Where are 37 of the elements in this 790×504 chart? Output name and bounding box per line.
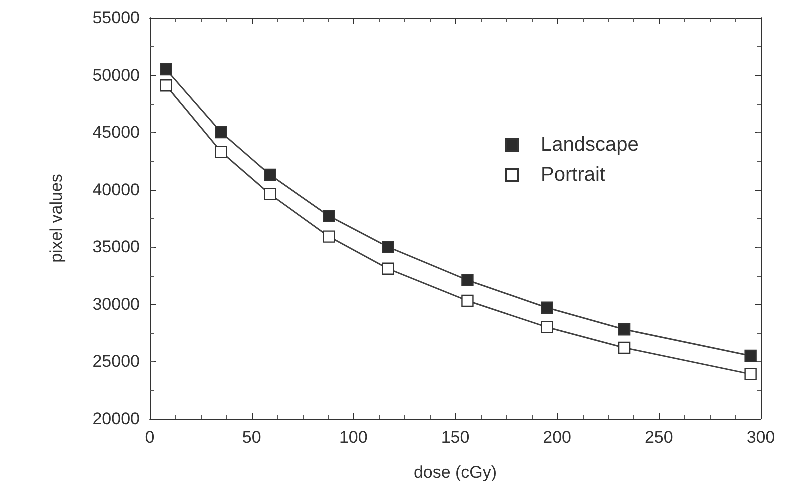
y-tick-label: 50000	[92, 66, 140, 85]
point	[462, 294, 474, 308]
point	[323, 210, 336, 222]
point	[618, 342, 631, 354]
y-tick-label: 35000	[92, 238, 140, 257]
y-tick-label: 20000	[92, 410, 140, 428]
x-tick-label: 50	[242, 428, 262, 447]
x-tick-label: 300	[746, 428, 776, 447]
point	[744, 368, 757, 380]
y-axis-title: pixel values	[47, 174, 66, 263]
legend-label: Landscape	[541, 134, 639, 156]
point	[215, 146, 228, 158]
point	[618, 324, 631, 336]
y-tick-label: 45000	[92, 123, 140, 142]
x-tick-label: 100	[339, 428, 368, 447]
x-tick-label: 150	[441, 428, 470, 447]
point	[323, 230, 336, 243]
point	[744, 350, 757, 362]
legend-label: Portrait	[541, 164, 606, 186]
x-axis-title: dose (cGy)	[414, 463, 498, 482]
point	[264, 188, 276, 201]
y-tick-label: 40000	[92, 180, 140, 200]
x-tick-label: 250	[644, 428, 674, 447]
point	[382, 241, 394, 254]
y-tick-label: 55000	[92, 8, 140, 28]
point	[382, 262, 394, 276]
y-tick-label: 25000	[92, 352, 140, 372]
point	[160, 63, 172, 76]
point	[541, 321, 554, 334]
point	[215, 126, 228, 139]
y-tick-label: 30000	[92, 294, 140, 314]
point	[160, 79, 172, 92]
point	[264, 168, 276, 182]
x-tick-label: 200	[543, 428, 572, 447]
point	[541, 302, 554, 314]
point	[462, 274, 474, 286]
x-tick-label: 0	[145, 428, 155, 447]
